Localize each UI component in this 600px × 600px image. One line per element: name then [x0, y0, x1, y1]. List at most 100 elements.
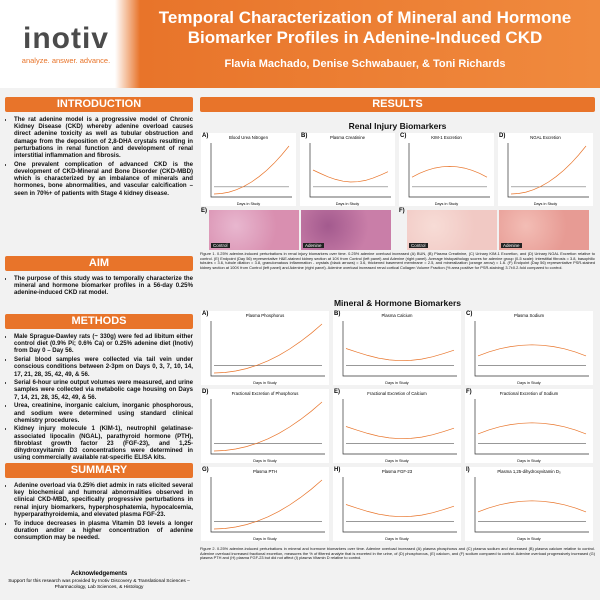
- panel-letter: C): [400, 133, 407, 139]
- adenine-line: [213, 479, 323, 530]
- panel-letter: C): [466, 311, 473, 317]
- bullet: Serial blood samples were collected via …: [14, 356, 193, 378]
- section-heading: AIM: [5, 256, 193, 271]
- panel-title: Fractional Excretion of Calcium: [367, 391, 427, 396]
- chart-panel: C) Plasma Sodium Days in Study: [465, 311, 593, 385]
- x-axis-label: Days in Study: [253, 537, 277, 541]
- chart-panel: A) Blood Urea Nitrogen Days in Study: [201, 133, 296, 206]
- x-axis-label: Days in Study: [533, 202, 558, 206]
- ack-text: Support for this research was provided b…: [8, 579, 190, 590]
- axis: [408, 143, 490, 198]
- bullet-list: Male Sprague-Dawley rats (~ 330g) were f…: [5, 333, 193, 460]
- image-label: Control: [211, 243, 230, 248]
- panel-letter: I): [466, 467, 470, 473]
- image-label: Adenine: [303, 243, 324, 248]
- axis: [342, 321, 457, 377]
- adenine-line: [510, 145, 587, 195]
- x-axis-label: Days in Study: [385, 459, 409, 463]
- panel-title: Plasma PTH: [252, 469, 278, 474]
- panel-title: NGAL Excretion: [530, 135, 561, 140]
- logo-name: inotiv: [23, 22, 109, 55]
- chart-sketch: [474, 321, 589, 377]
- panel-letter: B): [301, 133, 308, 139]
- logo: inotiv analyze. answer. advance.: [6, 22, 126, 65]
- adenine-line: [411, 166, 488, 178]
- panel-letter: D): [499, 133, 506, 139]
- image-label: Control: [409, 243, 428, 248]
- section-heading: SUMMARY: [5, 463, 193, 478]
- bullet: One prevalent complication of advanced C…: [14, 161, 193, 197]
- chart-panel: D) Fractional Excretion of Phosphorus Days…: [201, 389, 329, 463]
- axis: [474, 477, 589, 533]
- header-band: [0, 0, 600, 88]
- bullet-list: The rat adenine model is a progressive m…: [5, 116, 193, 197]
- bullet: Adenine overload via 0.25% diet admix in…: [14, 482, 193, 518]
- histology-image: Adenine: [499, 210, 589, 250]
- axis: [210, 143, 292, 198]
- chart-sketch: [342, 399, 457, 455]
- x-axis-label: Days in Study: [385, 381, 409, 385]
- bullet: Kidney injury molecule 1 (KIM-1), neutro…: [14, 425, 193, 460]
- chart-sketch: [408, 143, 490, 198]
- panel-letter: A): [202, 133, 209, 139]
- chart-panel: G) Plasma PTH Days in Study: [201, 467, 329, 541]
- x-axis-label: Days in Study: [253, 459, 277, 463]
- x-axis-label: Days in Study: [517, 459, 541, 463]
- chart-panel: H) Plasma FGF-23 Days in Study: [333, 467, 461, 541]
- chart-panel: F) Fractional Excretion of Sodium Days in …: [465, 389, 593, 463]
- chart-sketch: [342, 477, 457, 533]
- adenine-line: [477, 344, 587, 357]
- chart-sketch: [507, 143, 589, 198]
- panel-title: Plasma Phosphorus: [245, 313, 285, 318]
- axis: [210, 399, 325, 455]
- chart-panel: I) Plasma 1,25-dihydroxyvitamin D₃ Days in…: [465, 467, 593, 541]
- chart-panel: B) Plasma Creatinine Days in Study: [300, 133, 395, 206]
- adenine-line: [477, 500, 587, 513]
- panel-letter: G): [202, 467, 209, 473]
- bullet: The purpose of this study was to tempora…: [14, 275, 193, 297]
- x-axis-label: Days in Study: [517, 381, 541, 385]
- chart-sketch: [342, 321, 457, 377]
- panel-title: Plasma Sodium: [513, 313, 545, 318]
- bullet: To induce decreases in plasma Vitamin D3…: [14, 520, 193, 542]
- histology-image: Adenine: [301, 210, 391, 250]
- panel-title: Blood Urea Nitrogen: [229, 135, 268, 140]
- section-heading: METHODS: [5, 314, 193, 329]
- chart-sketch: [210, 143, 292, 198]
- panel-letter: F): [466, 389, 472, 395]
- figure-caption: Figure 1. 0.25% adenine-induced perturba…: [200, 252, 595, 271]
- histology-image: Control: [407, 210, 497, 250]
- adenine-line: [345, 348, 455, 362]
- chart-sketch: [309, 143, 391, 198]
- x-axis-label: Days in Study: [517, 537, 541, 541]
- x-axis-label: Days in Study: [385, 537, 409, 541]
- bullet: Male Sprague-Dawley rats (~ 330g) were f…: [14, 333, 193, 355]
- axis: [210, 477, 325, 533]
- panel-letter: A): [202, 311, 209, 317]
- section-heading: RESULTS: [200, 97, 595, 112]
- axis: [210, 321, 325, 377]
- chart-panel: A) Plasma Phosphorus Days in Study: [201, 311, 329, 385]
- x-axis-label: Days in Study: [335, 202, 360, 206]
- panel-letter: B): [334, 311, 341, 317]
- bullet: Urea, creatinine, inorganic calcium, ino…: [14, 402, 193, 424]
- chart-panel: C) KIM-1 Excretion Days in Study: [399, 133, 494, 206]
- panel-title: Fractional Excretion of Sodium: [499, 391, 559, 396]
- panel-letter: F): [399, 208, 405, 214]
- adenine-line: [345, 426, 455, 440]
- bullet-list: Adenine overload via 0.25% diet admix in…: [5, 482, 193, 541]
- axis: [474, 399, 589, 455]
- ack-heading: Acknowledgements: [70, 571, 128, 577]
- bullet: The rat adenine model is a progressive m…: [14, 116, 193, 159]
- adenine-line: [213, 323, 323, 374]
- panel-title: Plasma Creatinine: [329, 135, 366, 140]
- axis: [474, 321, 589, 377]
- panel-letter: H): [334, 467, 341, 473]
- adenine-line: [345, 504, 455, 518]
- histology-image: Control: [209, 210, 299, 250]
- panel-letter: E): [201, 208, 207, 214]
- adenine-line: [213, 145, 290, 195]
- bullet-list: The purpose of this study was to tempora…: [5, 275, 193, 297]
- panel-title: Plasma FGF-23: [381, 469, 413, 474]
- section-text: Adenine overload via 0.25% diet admix in…: [5, 482, 193, 568]
